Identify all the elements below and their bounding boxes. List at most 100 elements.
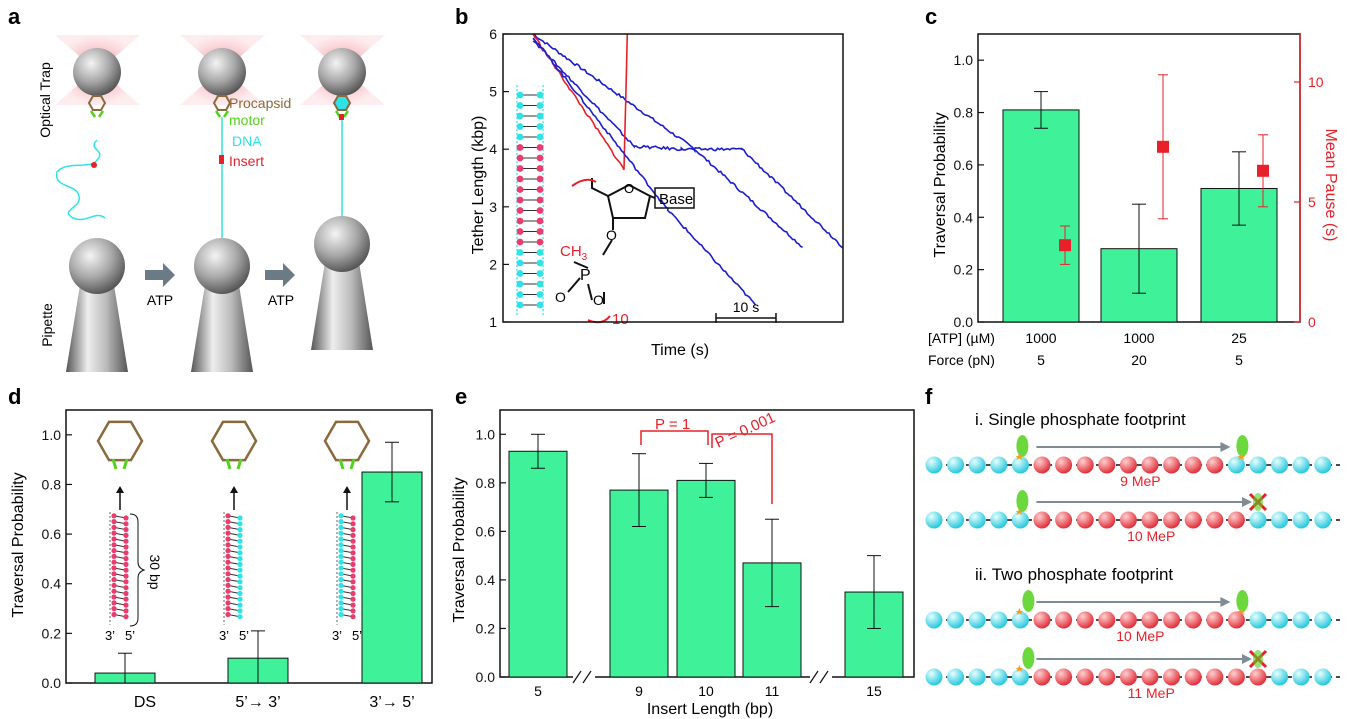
- b-trace: [532, 37, 757, 306]
- helix-node: [111, 571, 117, 577]
- phosphate-bead: [1271, 511, 1289, 529]
- helix-node: [338, 571, 344, 577]
- trap-sphere: [318, 48, 366, 96]
- arrow-icon: [145, 263, 175, 287]
- insert-dot: [339, 114, 344, 120]
- mep-bead: [1227, 511, 1245, 529]
- helix-node: [225, 606, 231, 612]
- ytick-label: 0.6: [476, 523, 496, 539]
- helix-node: [338, 536, 344, 542]
- ladder-node: [536, 165, 544, 172]
- procapsid-icon: [323, 420, 371, 462]
- force-value: 5: [1235, 352, 1243, 368]
- phosphate-bead: [1011, 668, 1029, 686]
- phosphate-bead: [968, 511, 986, 529]
- mep-bead: [1119, 511, 1137, 529]
- helix-node: [111, 536, 117, 542]
- ladder-node: [536, 123, 544, 130]
- mep-count-label: 10 MeP: [1116, 628, 1164, 644]
- ladder-node: [536, 228, 544, 235]
- bar: [361, 471, 423, 684]
- ladder-node: [516, 123, 524, 130]
- f-title-2: ii. Two phosphate footprint: [975, 565, 1173, 584]
- right-tick-label: 0: [1308, 314, 1316, 330]
- phosphate-bead: [990, 456, 1008, 474]
- ladder-node: [516, 207, 524, 214]
- ladder-node: [516, 270, 524, 277]
- b-ytick-label: 4: [489, 141, 497, 157]
- motor-icon: [1253, 650, 1263, 668]
- helix-node: [237, 567, 243, 573]
- arrow-head: [230, 486, 238, 493]
- pipette-1: [66, 238, 128, 372]
- helix-node: [237, 532, 243, 539]
- helix-node: [338, 542, 344, 548]
- contact-star-icon: [1237, 608, 1246, 615]
- f-title-1: i. Single phosphate footprint: [975, 410, 1186, 429]
- e-ylabel: Traversal Probability: [451, 477, 468, 622]
- helix-node: [111, 594, 117, 600]
- ytick-label: 0.6: [42, 526, 62, 542]
- helix-node: [237, 550, 243, 556]
- scale-bar: 10 s: [715, 299, 777, 323]
- phosphate-bead: [1314, 668, 1332, 686]
- helix-node: [111, 553, 117, 560]
- ladder-node: [536, 249, 544, 256]
- mep-bead: [1098, 456, 1116, 474]
- ladder-node: [536, 301, 544, 309]
- helix-node: [350, 550, 356, 556]
- contact-star-icon: [1015, 665, 1024, 672]
- phosphate-bead: [990, 511, 1008, 529]
- helix-node: [123, 515, 129, 521]
- ladder-node: [516, 301, 524, 309]
- contact-star-icon: [1015, 508, 1024, 515]
- d-category-label: DS: [134, 694, 156, 711]
- ladder-node: [516, 133, 524, 141]
- ladder-node: [516, 112, 524, 120]
- d-ylabel: Traversal Probability: [10, 472, 27, 617]
- atp-value: 1000: [1025, 330, 1056, 346]
- helix-node: [350, 585, 356, 591]
- chemical-structure: Base O O P O O CH3 10: [555, 178, 695, 328]
- helix-node: [338, 519, 344, 525]
- ladder-node: [536, 291, 544, 298]
- end-label-5: 5’: [125, 628, 135, 643]
- phosphate-bead: [1292, 668, 1310, 686]
- ladder-node: [536, 102, 544, 109]
- phosphate-bead: [947, 668, 965, 686]
- mep-bead: [1163, 456, 1181, 474]
- motor-icon: [1236, 435, 1249, 457]
- panel-b: b Tether Length (kbp) Time (s) 1 2 3 4 5 6 Ba…: [455, 4, 844, 359]
- arrow-head: [1242, 497, 1252, 507]
- helix-node: [350, 561, 356, 568]
- helix-node: [123, 532, 129, 539]
- helix-node: [225, 553, 231, 560]
- mep-count-label: 9 MeP: [1120, 473, 1160, 489]
- ladder-node: [536, 186, 544, 193]
- ytick-label: 1.0: [42, 427, 62, 443]
- helix-node: [338, 530, 344, 536]
- phosphate-bead: [1292, 511, 1310, 529]
- ladder-node: [516, 259, 524, 267]
- mep-bead: [1033, 611, 1051, 629]
- helix-node: [237, 561, 243, 568]
- dna-coil: [55, 139, 106, 221]
- ladder-node: [536, 196, 544, 204]
- mep-bead: [1141, 511, 1159, 529]
- procapsid-icon: [212, 95, 232, 111]
- helix-node: [225, 513, 231, 519]
- mep-bead: [1119, 456, 1137, 474]
- b-frame: [502, 33, 844, 323]
- contact-star-icon: [1015, 608, 1024, 615]
- trap-sphere: [73, 48, 121, 96]
- helix-node: [338, 588, 344, 594]
- arrow-head: [116, 486, 124, 493]
- helix-node: [237, 579, 243, 585]
- helix-node: [225, 519, 231, 525]
- mep-bead: [1206, 668, 1224, 686]
- phosphate-bead: [925, 511, 943, 529]
- helix-node: [123, 573, 129, 579]
- helix-node: [123, 585, 129, 591]
- helix-node: [111, 588, 117, 594]
- phosphate-bead: [1292, 456, 1310, 474]
